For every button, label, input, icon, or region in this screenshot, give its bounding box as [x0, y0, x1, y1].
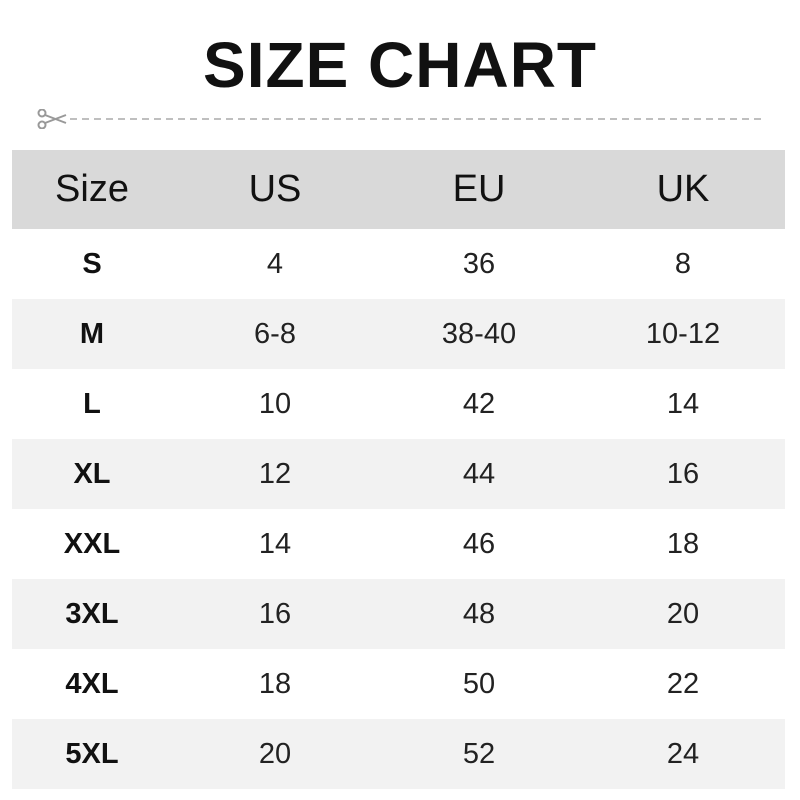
header-us: US [248, 168, 302, 210]
cell-size: 3XL [65, 597, 119, 630]
cell-eu: 46 [462, 527, 496, 560]
cut-line [37, 109, 766, 129]
cell-size: XXL [63, 527, 121, 560]
table-row: XL 12 44 16 [12, 439, 785, 509]
table-row: S 4 36 8 [12, 229, 785, 299]
cell-uk: 24 [666, 737, 700, 770]
cell-uk: 8 [674, 247, 692, 280]
cell-us: 12 [258, 457, 292, 490]
cell-size: L [83, 387, 101, 420]
cell-eu: 42 [462, 387, 496, 420]
cell-eu: 36 [462, 247, 496, 280]
cell-eu: 52 [462, 737, 496, 770]
cell-eu: 38-40 [441, 317, 517, 350]
cell-uk: 18 [666, 527, 700, 560]
cell-size: 5XL [65, 737, 119, 770]
cell-size: 4XL [65, 667, 119, 700]
cell-uk: 20 [666, 597, 700, 630]
scissors-icon [37, 109, 67, 129]
table-row: 3XL 16 48 20 [12, 579, 785, 649]
cell-uk: 10-12 [645, 317, 721, 350]
cell-size: M [79, 317, 105, 350]
cell-uk: 22 [666, 667, 700, 700]
cell-size: S [82, 247, 102, 280]
table-row: M 6-8 38-40 10-12 [12, 299, 785, 369]
cell-size: XL [73, 457, 111, 490]
cell-eu: 44 [462, 457, 496, 490]
size-table: Size US EU UK S 4 36 8 M 6-8 38-40 10-12 L 10 42 14… [12, 150, 785, 789]
cell-us: 20 [258, 737, 292, 770]
cell-us: 18 [258, 667, 292, 700]
page-title: SIZE CHART [203, 29, 597, 101]
cell-us: 10 [258, 387, 292, 420]
table-header: Size US EU UK [12, 150, 785, 229]
cell-us: 6-8 [254, 317, 296, 350]
cell-uk: 14 [666, 387, 700, 420]
table-row: XXL 14 46 18 [12, 509, 785, 579]
cell-us: 4 [266, 247, 284, 280]
table-row: 5XL 20 52 24 [12, 719, 785, 789]
cell-uk: 16 [666, 457, 700, 490]
table-row: L 10 42 14 [12, 369, 785, 439]
table-row: 4XL 18 50 22 [12, 649, 785, 719]
cell-us: 16 [258, 597, 292, 630]
header-eu: EU [452, 168, 506, 210]
header-uk: UK [656, 168, 710, 210]
cell-us: 14 [258, 527, 292, 560]
cell-eu: 50 [462, 667, 496, 700]
cell-eu: 48 [462, 597, 496, 630]
header-size: Size [55, 168, 129, 210]
